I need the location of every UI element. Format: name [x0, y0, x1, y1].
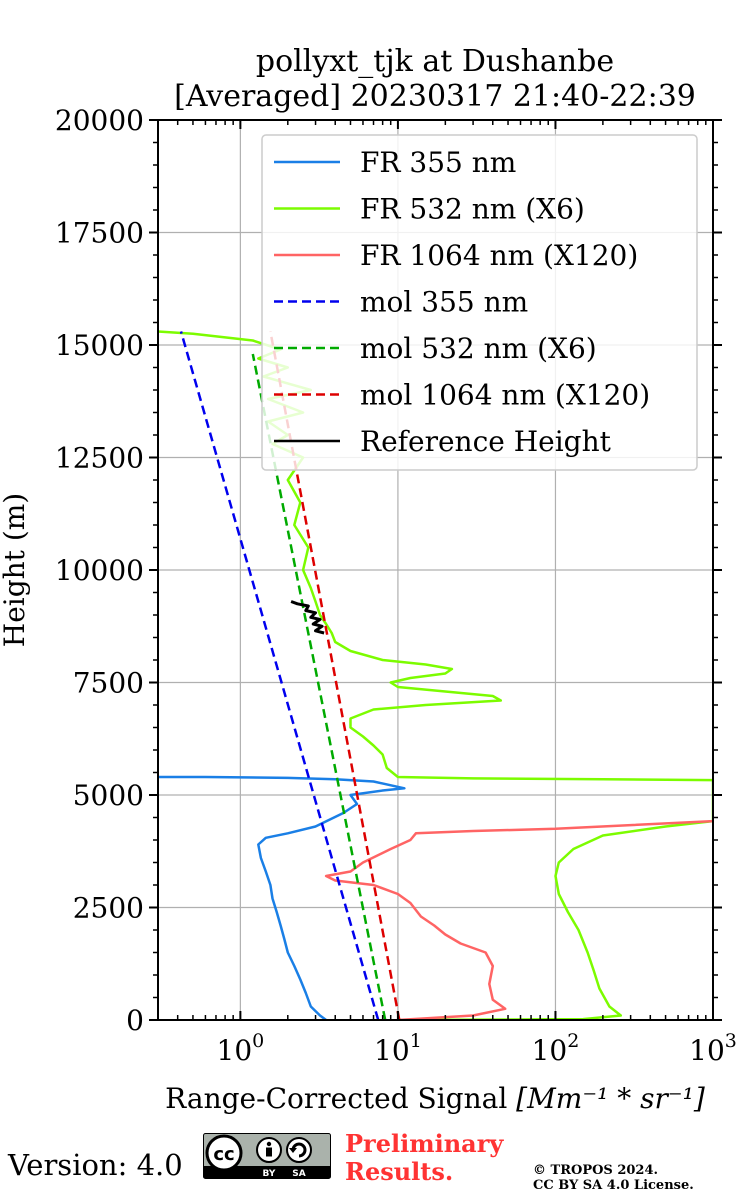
x-tick-exponent: 0: [252, 1030, 264, 1052]
version-label: Version: 4.0: [8, 1148, 183, 1182]
cc-logo-icon: [205, 1134, 243, 1172]
preliminary-line-1: Preliminary: [345, 1129, 504, 1158]
legend-entry-6: Reference Height: [360, 425, 612, 458]
preliminary-line-2: Results.: [345, 1157, 454, 1186]
x-tick-exponent: 2: [567, 1030, 579, 1052]
y-tick-label: 20000: [55, 104, 144, 137]
badge-by-text: BY: [263, 1169, 276, 1179]
chart-title-line-2: [Averaged] 20230317 21:40-22:39: [174, 79, 696, 114]
axis-labels: 100 101 102 1030250050007500100001250015000…: [0, 104, 737, 1115]
y-tick-label: 7500: [73, 667, 144, 700]
chart-title-line-1: pollyxt_tjk at Dushanbe: [255, 44, 615, 79]
series-line-0: [158, 775, 406, 1020]
copyright-line-1: © TROPOS 2024.: [533, 1163, 659, 1178]
legend-entry-0: FR 355 nm: [360, 146, 516, 179]
share-alike-icon: [286, 1137, 312, 1163]
preliminary-results-note: Preliminary Results.: [345, 1130, 503, 1186]
series-line-3: [179, 331, 380, 1020]
x-axis-label-text: Range-Corrected Signal: [165, 1082, 516, 1115]
legend: FR 355 nm FR 532 nm (X6) FR 1064 nm (X120)…: [261, 134, 698, 471]
copyright-note: © TROPOS 2024. CC BY SA 4.0 License.: [533, 1163, 694, 1193]
y-tick-label: 2500: [73, 892, 144, 925]
y-tick-label: 10000: [55, 554, 144, 587]
y-tick-label: 17500: [55, 217, 144, 250]
x-tick-exponent: 3: [725, 1030, 737, 1052]
badge-sa-text: SA: [292, 1169, 305, 1179]
x-tick-label: 100: [217, 1030, 265, 1067]
x-axis-unit: [Mm⁻¹ * sr⁻¹]: [516, 1082, 705, 1115]
series-group: [158, 330, 713, 1020]
x-tick-label: 103: [689, 1030, 737, 1067]
series-line-2: [324, 819, 713, 1020]
legend-entry-1: FR 532 nm (X6): [360, 193, 585, 226]
x-tick-exponent: 1: [410, 1030, 422, 1052]
legend-entry-2: FR 1064 nm (X120): [360, 239, 638, 272]
y-tick-label: 0: [126, 1004, 144, 1037]
x-tick-label: 102: [532, 1030, 580, 1067]
y-tick-label: 5000: [73, 779, 144, 812]
series-line-5: [269, 331, 401, 1020]
cc-logo-text: cc: [213, 1144, 234, 1165]
legend-entry-5: mol 1064 nm (X120): [360, 379, 650, 412]
x-tick-label: 101: [374, 1030, 422, 1067]
legend-entry-3: mol 355 nm: [360, 286, 528, 319]
legend-entry-4: mol 532 nm (X6): [360, 332, 597, 365]
cc-by-sa-badge: cc BY SA: [203, 1133, 331, 1179]
x-axis-label: Range-Corrected Signal [Mm⁻¹ * sr⁻¹]: [165, 1082, 705, 1115]
copyright-line-2: CC BY SA 4.0 License.: [533, 1178, 694, 1193]
series-line-6: [290, 600, 325, 635]
legend-box: [261, 134, 698, 471]
y-tick-label: 15000: [55, 329, 144, 362]
ticks: [149, 119, 722, 1021]
y-tick-label: 12500: [55, 442, 144, 475]
y-axis-label: Height (m): [0, 493, 31, 647]
